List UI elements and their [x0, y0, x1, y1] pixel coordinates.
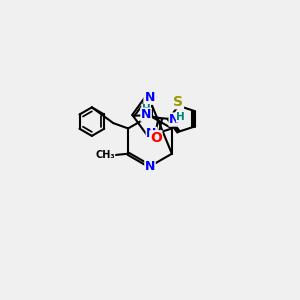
Text: CH₃: CH₃	[95, 150, 115, 160]
Text: O: O	[150, 131, 162, 145]
Text: S: S	[173, 94, 183, 109]
Text: N: N	[146, 128, 157, 140]
Text: N: N	[145, 91, 155, 104]
Text: O: O	[144, 89, 156, 103]
Text: H: H	[142, 104, 151, 114]
Text: N: N	[169, 113, 179, 126]
Text: N: N	[145, 160, 155, 173]
Text: N: N	[141, 108, 151, 121]
Text: H: H	[176, 112, 185, 122]
